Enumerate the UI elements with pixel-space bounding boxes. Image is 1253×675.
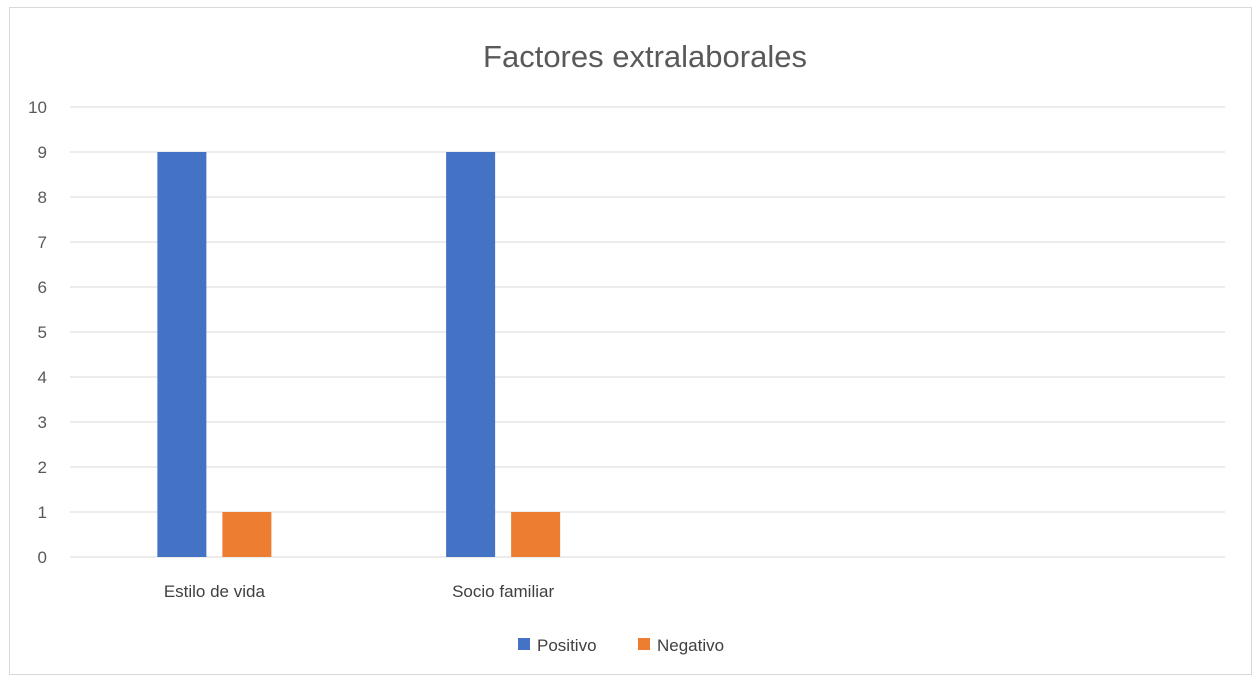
y-axis-ticks: 0 1 2 3 4 5 6 7 8 9 10 bbox=[28, 98, 47, 567]
y-tick-label: 6 bbox=[38, 278, 47, 297]
y-tick-label: 2 bbox=[38, 458, 47, 477]
y-tick-label: 1 bbox=[38, 503, 47, 522]
x-category-label: Socio familiar bbox=[452, 582, 554, 601]
legend: Positivo Negativo bbox=[518, 636, 724, 655]
chart-area bbox=[9, 7, 1252, 675]
legend-swatch-positivo bbox=[518, 638, 530, 650]
legend-swatch-negativo bbox=[638, 638, 650, 650]
chart-title: Factores extralaborales bbox=[483, 39, 807, 74]
legend-label-positivo: Positivo bbox=[537, 636, 597, 655]
y-tick-label: 3 bbox=[38, 413, 47, 432]
y-tick-label: 5 bbox=[38, 323, 47, 342]
y-tick-label: 0 bbox=[38, 548, 47, 567]
y-tick-label: 7 bbox=[38, 233, 47, 252]
bar-positivo-0 bbox=[157, 152, 207, 557]
y-tick-label: 8 bbox=[38, 188, 47, 207]
x-category-label: Estilo de vida bbox=[164, 582, 266, 601]
y-tick-label: 10 bbox=[28, 98, 47, 117]
y-tick-label: 9 bbox=[38, 143, 47, 162]
x-axis-categories: Estilo de vida Socio familiar bbox=[164, 582, 555, 601]
bar-negativo-1 bbox=[511, 512, 561, 557]
gridlines bbox=[70, 106, 1225, 558]
bar-positivo-1 bbox=[446, 152, 496, 557]
legend-label-negativo: Negativo bbox=[657, 636, 724, 655]
bar-negativo-0 bbox=[222, 512, 272, 557]
bars bbox=[157, 152, 561, 557]
y-tick-label: 4 bbox=[38, 368, 47, 387]
